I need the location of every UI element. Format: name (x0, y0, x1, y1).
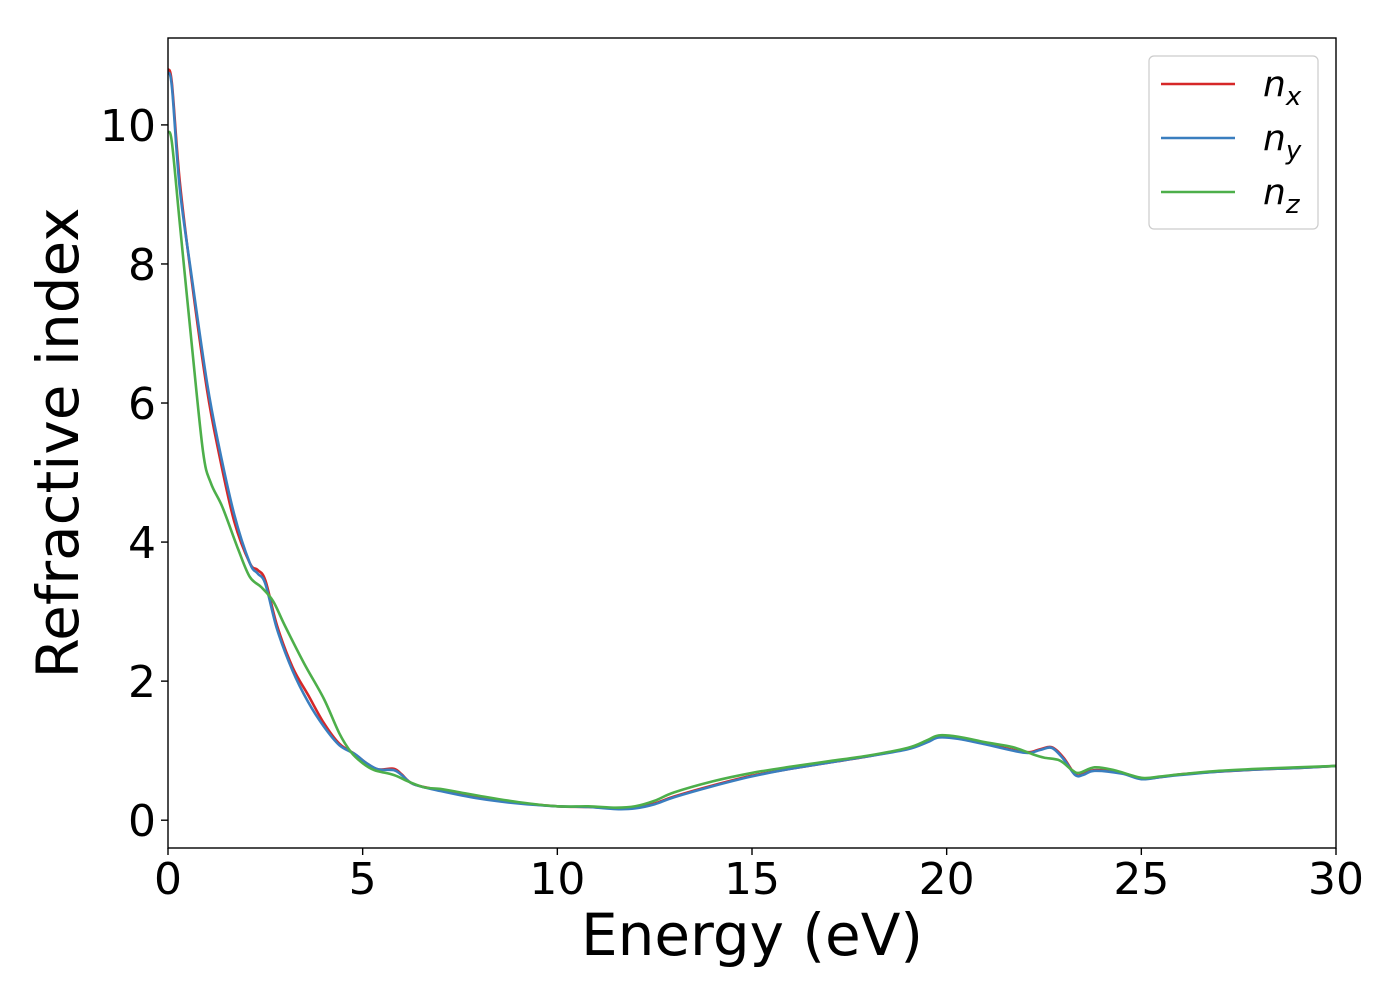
x-tick-label: 0 (154, 854, 182, 905)
series-line-y (168, 71, 1336, 811)
legend-label-z: nz (1263, 172, 1301, 220)
y-tick-label: 0 (128, 796, 156, 847)
series-layer (168, 67, 1336, 811)
legend-box (1148, 55, 1319, 230)
y-tick-label: 2 (128, 657, 156, 708)
y-tick-label: 8 (128, 240, 156, 291)
x-tick-label: 25 (1113, 854, 1169, 905)
legend-label-y: ny (1263, 118, 1302, 166)
y-axis-title: Refractive index (24, 207, 92, 678)
x-tick-label: 10 (529, 854, 585, 905)
legend-label-subscript: z (1285, 190, 1301, 220)
x-tick-label: 20 (919, 854, 975, 905)
legend-label-base: n (1263, 64, 1286, 105)
y-axis-ticks: 0 2 4 6 8 10 (100, 101, 168, 847)
x-axis-title: Energy (eV) (581, 901, 923, 969)
series-line-z (168, 130, 1336, 809)
legend-label-base: n (1263, 118, 1286, 159)
legend-label-base: n (1263, 172, 1286, 213)
legend-label-subscript: x (1285, 82, 1302, 112)
y-tick-label: 4 (128, 518, 156, 569)
x-tick-label: 30 (1308, 854, 1364, 905)
x-tick-label: 5 (349, 854, 377, 905)
y-tick-label: 6 (128, 379, 156, 430)
y-tick-label: 10 (100, 101, 156, 152)
x-tick-label: 15 (724, 854, 780, 905)
legend-label-subscript: y (1285, 136, 1302, 166)
legend-label-x: nx (1263, 64, 1302, 112)
x-axis-ticks: 0 5 10 15 20 25 30 (154, 848, 1364, 905)
